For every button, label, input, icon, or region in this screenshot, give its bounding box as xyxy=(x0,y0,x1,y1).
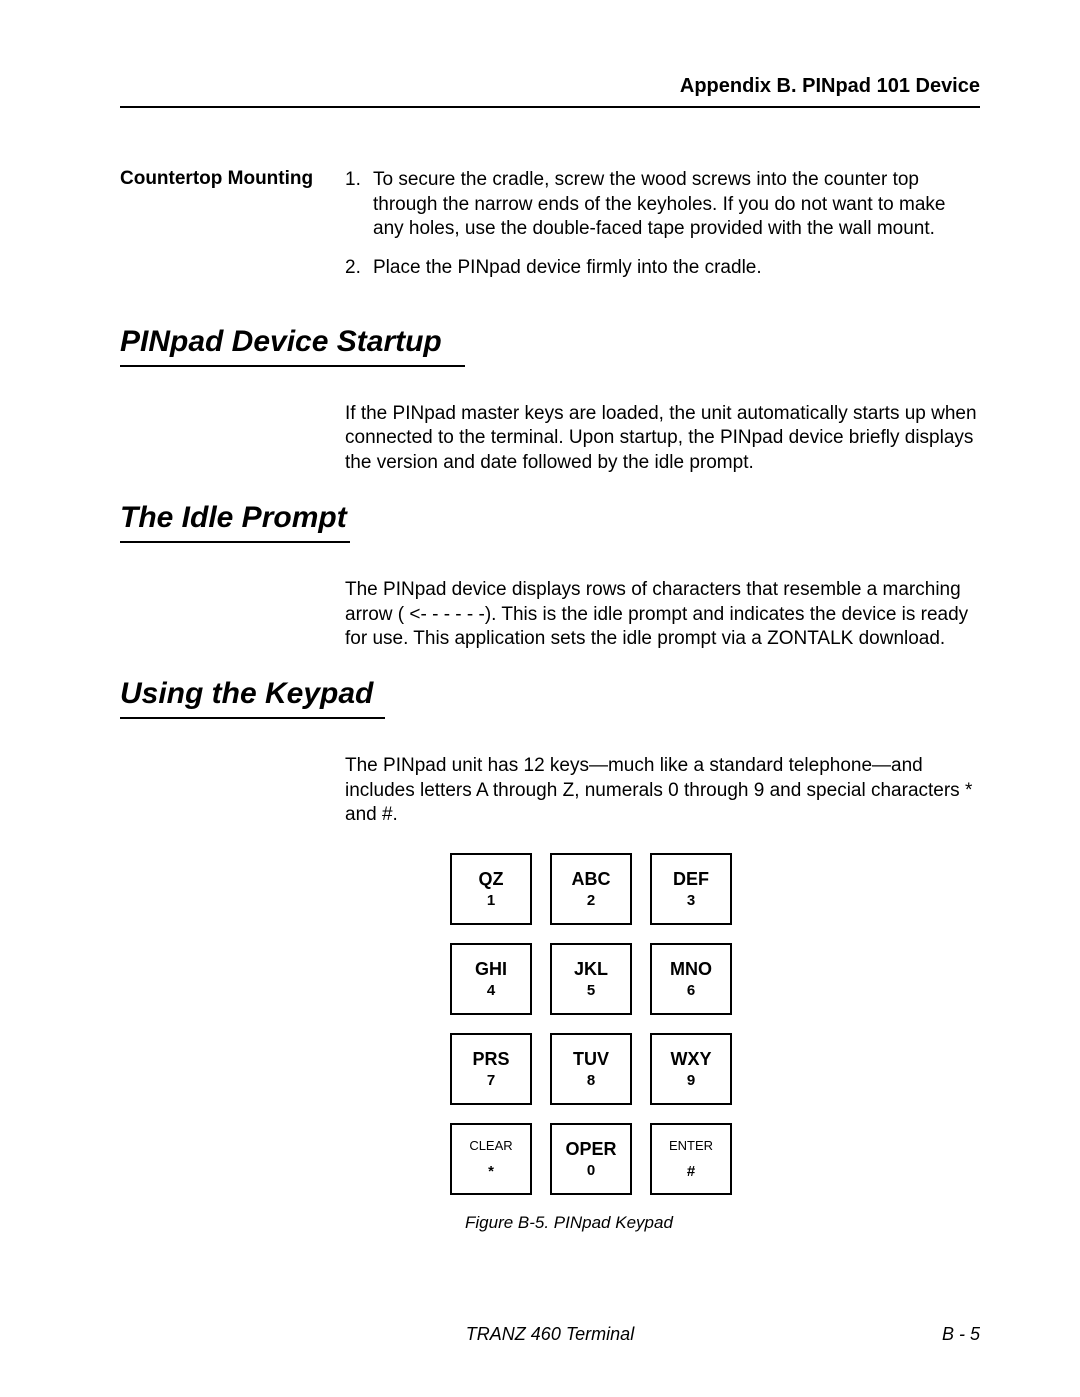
key-digit: * xyxy=(488,1163,494,1180)
list-number: 1. xyxy=(345,168,373,242)
key-digit: 5 xyxy=(587,982,595,999)
keypad-key-9: WXY 9 xyxy=(650,1033,732,1105)
mounting-body: 1. To secure the cradle, screw the wood … xyxy=(345,168,980,295)
mounting-block: Countertop Mounting 1. To secure the cra… xyxy=(120,168,980,295)
key-letters: JKL xyxy=(574,959,608,980)
list-text: To secure the cradle, screw the wood scr… xyxy=(373,168,980,242)
keypad-key-0: OPER 0 xyxy=(550,1123,632,1195)
keypad-grid: QZ 1 ABC 2 DEF 3 GHI 4 JKL 5 MNO 6 PRS 7 TUV 8 WXY 9 CLEAR… xyxy=(450,853,980,1195)
page-header: Appendix B. PINpad 101 Device xyxy=(120,75,980,106)
keypad-figure: QZ 1 ABC 2 DEF 3 GHI 4 JKL 5 MNO 6 PRS 7 TUV 8 WXY 9 CLEAR… xyxy=(450,853,980,1233)
key-digit: 1 xyxy=(487,892,495,909)
key-letters: PRS xyxy=(472,1049,509,1070)
section-title-idle: The Idle Prompt xyxy=(120,501,980,535)
key-letters: ABC xyxy=(572,869,611,890)
key-letters: GHI xyxy=(475,959,507,980)
list-text: Place the PINpad device firmly into the … xyxy=(373,256,762,281)
key-digit: # xyxy=(687,1163,695,1180)
mounting-item-2: 2. Place the PINpad device firmly into t… xyxy=(345,256,980,281)
page-footer: TRANZ 460 Terminal B - 5 xyxy=(120,1324,980,1345)
keypad-key-#: ENTER # xyxy=(650,1123,732,1195)
keypad-caption: Figure B-5. PINpad Keypad xyxy=(465,1213,980,1233)
key-letters: QZ xyxy=(479,869,504,890)
mounting-item-1: 1. To secure the cradle, screw the wood … xyxy=(345,168,980,242)
keypad-key-*: CLEAR * xyxy=(450,1123,532,1195)
keypad-key-7: PRS 7 xyxy=(450,1033,532,1105)
keypad-key-4: GHI 4 xyxy=(450,943,532,1015)
footer-page-number: B - 5 xyxy=(942,1324,980,1345)
key-digit: 9 xyxy=(687,1072,695,1089)
key-letters: TUV xyxy=(573,1049,609,1070)
section-para-startup: If the PINpad master keys are loaded, th… xyxy=(345,402,980,476)
key-letters: MNO xyxy=(670,959,712,980)
footer-center: TRANZ 460 Terminal xyxy=(466,1324,634,1345)
key-digit: 4 xyxy=(487,982,495,999)
section-underline xyxy=(120,717,385,719)
section-para-idle: The PINpad device displays rows of chara… xyxy=(345,578,980,652)
section-title-keypad: Using the Keypad xyxy=(120,677,980,711)
list-number: 2. xyxy=(345,256,373,281)
key-digit: 6 xyxy=(687,982,695,999)
key-digit: 3 xyxy=(687,892,695,909)
keypad-key-3: DEF 3 xyxy=(650,853,732,925)
keypad-key-5: JKL 5 xyxy=(550,943,632,1015)
section-para-keypad: The PINpad unit has 12 keys—much like a … xyxy=(345,754,980,828)
key-letters: DEF xyxy=(673,869,709,890)
section-underline xyxy=(120,541,350,543)
key-letters: OPER xyxy=(565,1139,616,1160)
key-letters: ENTER xyxy=(669,1138,713,1153)
mounting-side-heading: Countertop Mounting xyxy=(120,168,345,190)
key-digit: 7 xyxy=(487,1072,495,1089)
key-letters: CLEAR xyxy=(469,1138,512,1153)
keypad-key-1: QZ 1 xyxy=(450,853,532,925)
section-title-startup: PINpad Device Startup xyxy=(120,325,980,359)
keypad-key-6: MNO 6 xyxy=(650,943,732,1015)
section-underline xyxy=(120,365,465,367)
header-rule xyxy=(120,106,980,108)
key-digit: 0 xyxy=(587,1162,595,1179)
key-digit: 8 xyxy=(587,1072,595,1089)
keypad-key-2: ABC 2 xyxy=(550,853,632,925)
key-digit: 2 xyxy=(587,892,595,909)
key-letters: WXY xyxy=(670,1049,711,1070)
keypad-key-8: TUV 8 xyxy=(550,1033,632,1105)
